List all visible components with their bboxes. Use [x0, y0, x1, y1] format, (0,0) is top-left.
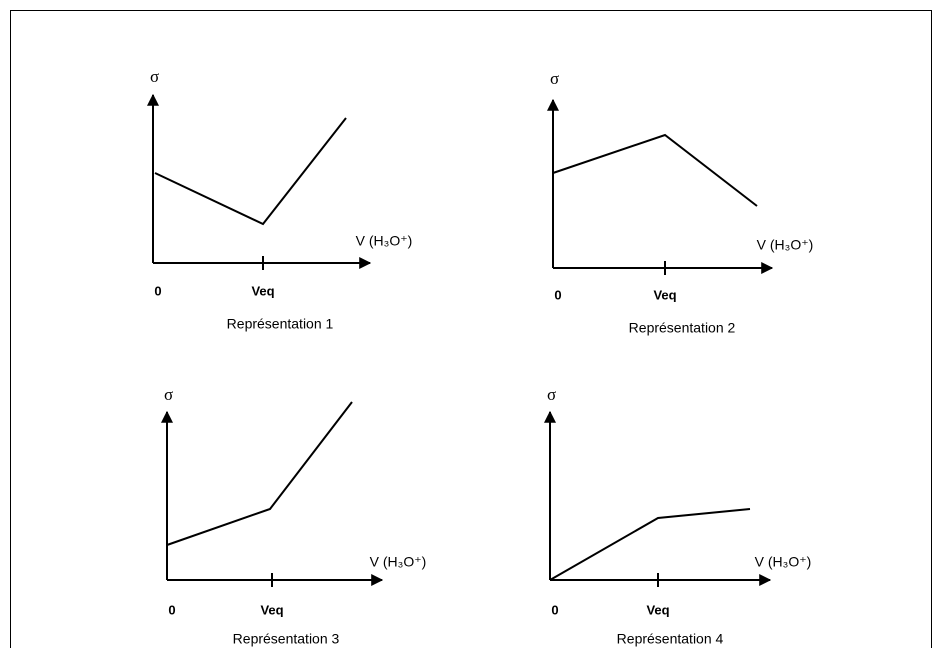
curve: [166, 401, 353, 546]
origin-label: 0: [551, 602, 558, 617]
curve: [552, 133, 758, 207]
curve: [549, 508, 751, 581]
caption: Représentation 4: [617, 631, 724, 647]
x-label: V (H₃O⁺): [356, 233, 413, 249]
frame: [10, 10, 932, 648]
x-label: V (H₃O⁺): [757, 237, 814, 253]
caption: Représentation 2: [629, 320, 736, 336]
tick-label: Veq: [653, 287, 676, 302]
caption: Représentation 3: [233, 631, 340, 647]
y-label: σ: [547, 385, 556, 404]
x-label: V (H₃O⁺): [755, 554, 812, 570]
caption: Représentation 1: [227, 316, 334, 332]
y-label: σ: [150, 67, 159, 86]
origin-label: 0: [168, 602, 175, 617]
origin-label: 0: [154, 283, 161, 298]
origin-label: 0: [554, 287, 561, 302]
x-label: V (H₃O⁺): [370, 554, 427, 570]
curve: [154, 117, 347, 226]
tick-label: Veq: [646, 602, 669, 617]
y-label: σ: [550, 69, 559, 88]
tick-label: Veq: [251, 283, 274, 298]
tick-label: Veq: [260, 602, 283, 617]
y-label: σ: [164, 385, 173, 404]
